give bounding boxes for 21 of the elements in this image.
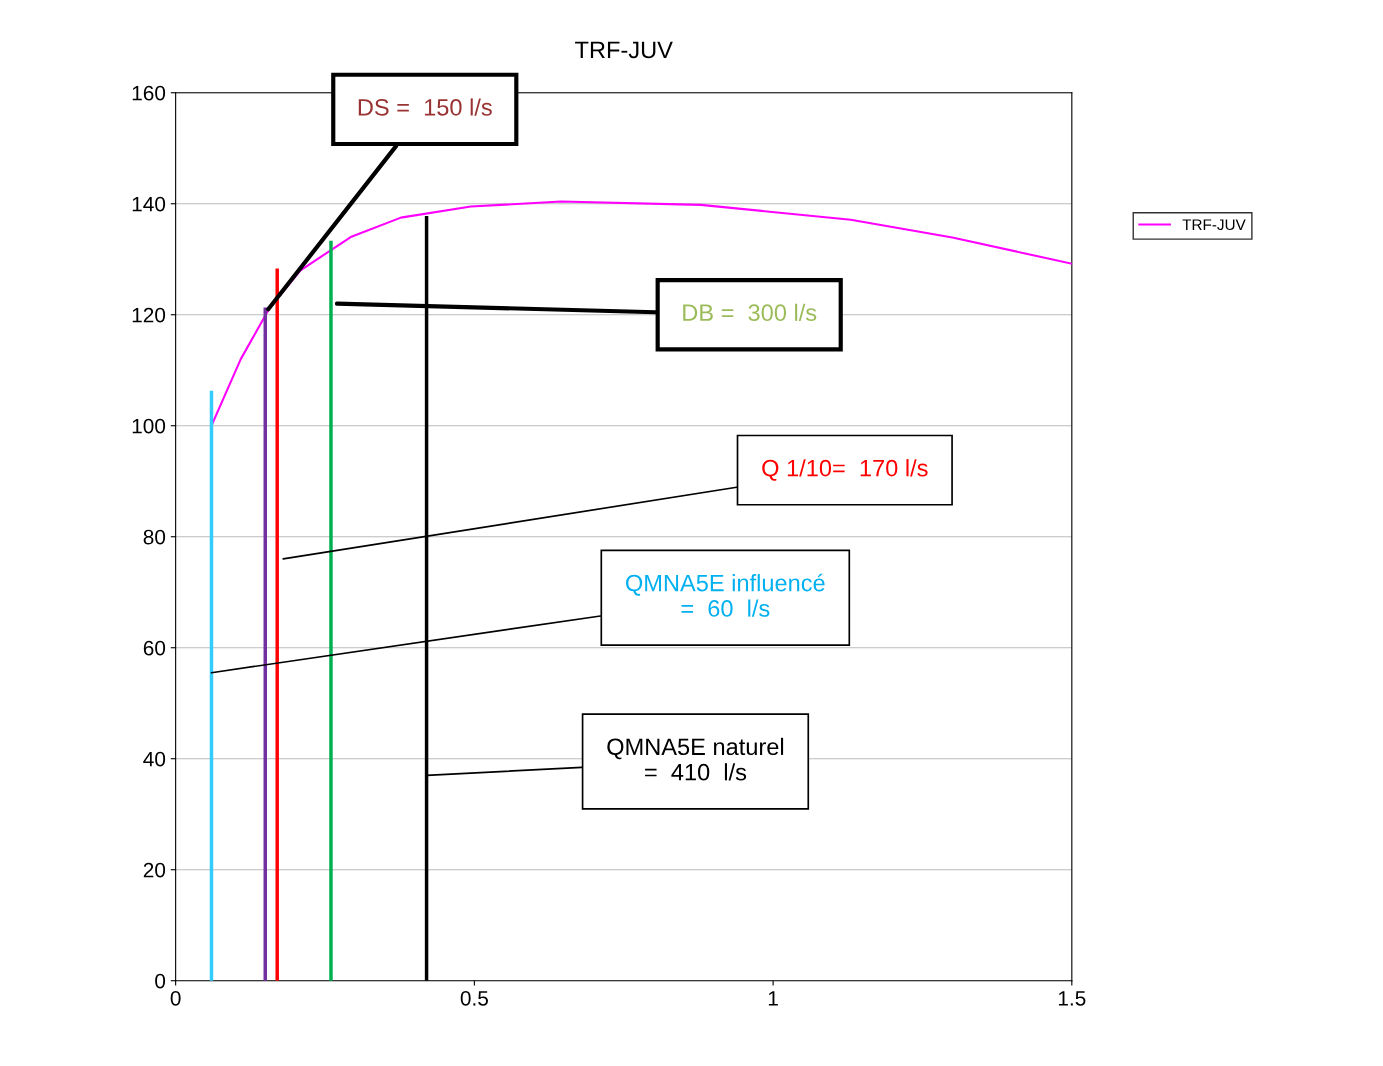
x-tick-label: 1: [768, 991, 778, 1006]
annotation: DS = 150 l/s: [358, 98, 492, 116]
annotation: QMNA5E naturel = 410 l/s: [607, 737, 784, 781]
y-tick-label: 40: [143, 751, 166, 767]
y-tick-label: 20: [143, 862, 166, 878]
y-tick-label: 140: [132, 196, 166, 212]
annotation: DB = 300 l/s: [683, 303, 817, 322]
x-tick-label: 0: [170, 990, 181, 1006]
annotation: QMNA5E influencé = 60 l/s: [626, 573, 825, 617]
y-tick-label: 120: [132, 307, 166, 323]
annotation: Q 1/10= 170 l/s: [762, 459, 928, 481]
x-tick-label: 1.5: [1058, 991, 1086, 1006]
chart-title: TRF-JUV: [575, 41, 673, 59]
x-tick-label: 0.5: [460, 990, 488, 1006]
y-tick-label: 60: [143, 640, 166, 656]
legend-label: TRF-JUV: [1182, 219, 1246, 231]
y-tick-label: 160: [132, 85, 166, 101]
y-tick-label: 100: [132, 418, 166, 434]
y-tick-label: 0: [155, 973, 166, 989]
y-tick-label: 80: [143, 529, 166, 545]
line-series: [210, 200, 1072, 427]
